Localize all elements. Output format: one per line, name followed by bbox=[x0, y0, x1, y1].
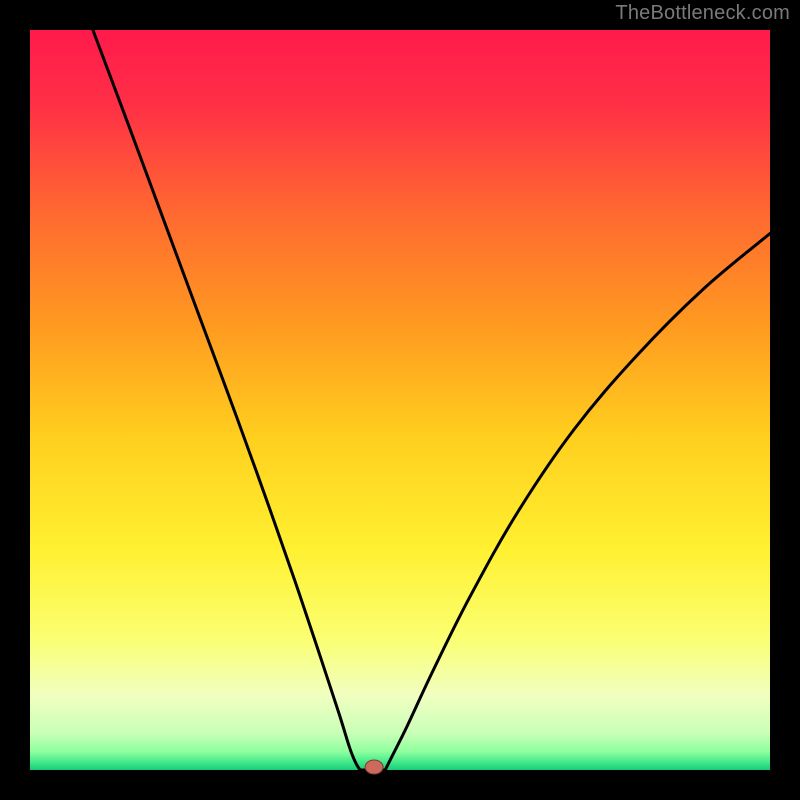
optimal-point-marker bbox=[365, 760, 383, 774]
chart-stage: TheBottleneck.com bbox=[0, 0, 800, 800]
bottleneck-chart-svg bbox=[0, 0, 800, 800]
plot-background bbox=[30, 30, 770, 770]
watermark-text: TheBottleneck.com bbox=[615, 2, 790, 25]
